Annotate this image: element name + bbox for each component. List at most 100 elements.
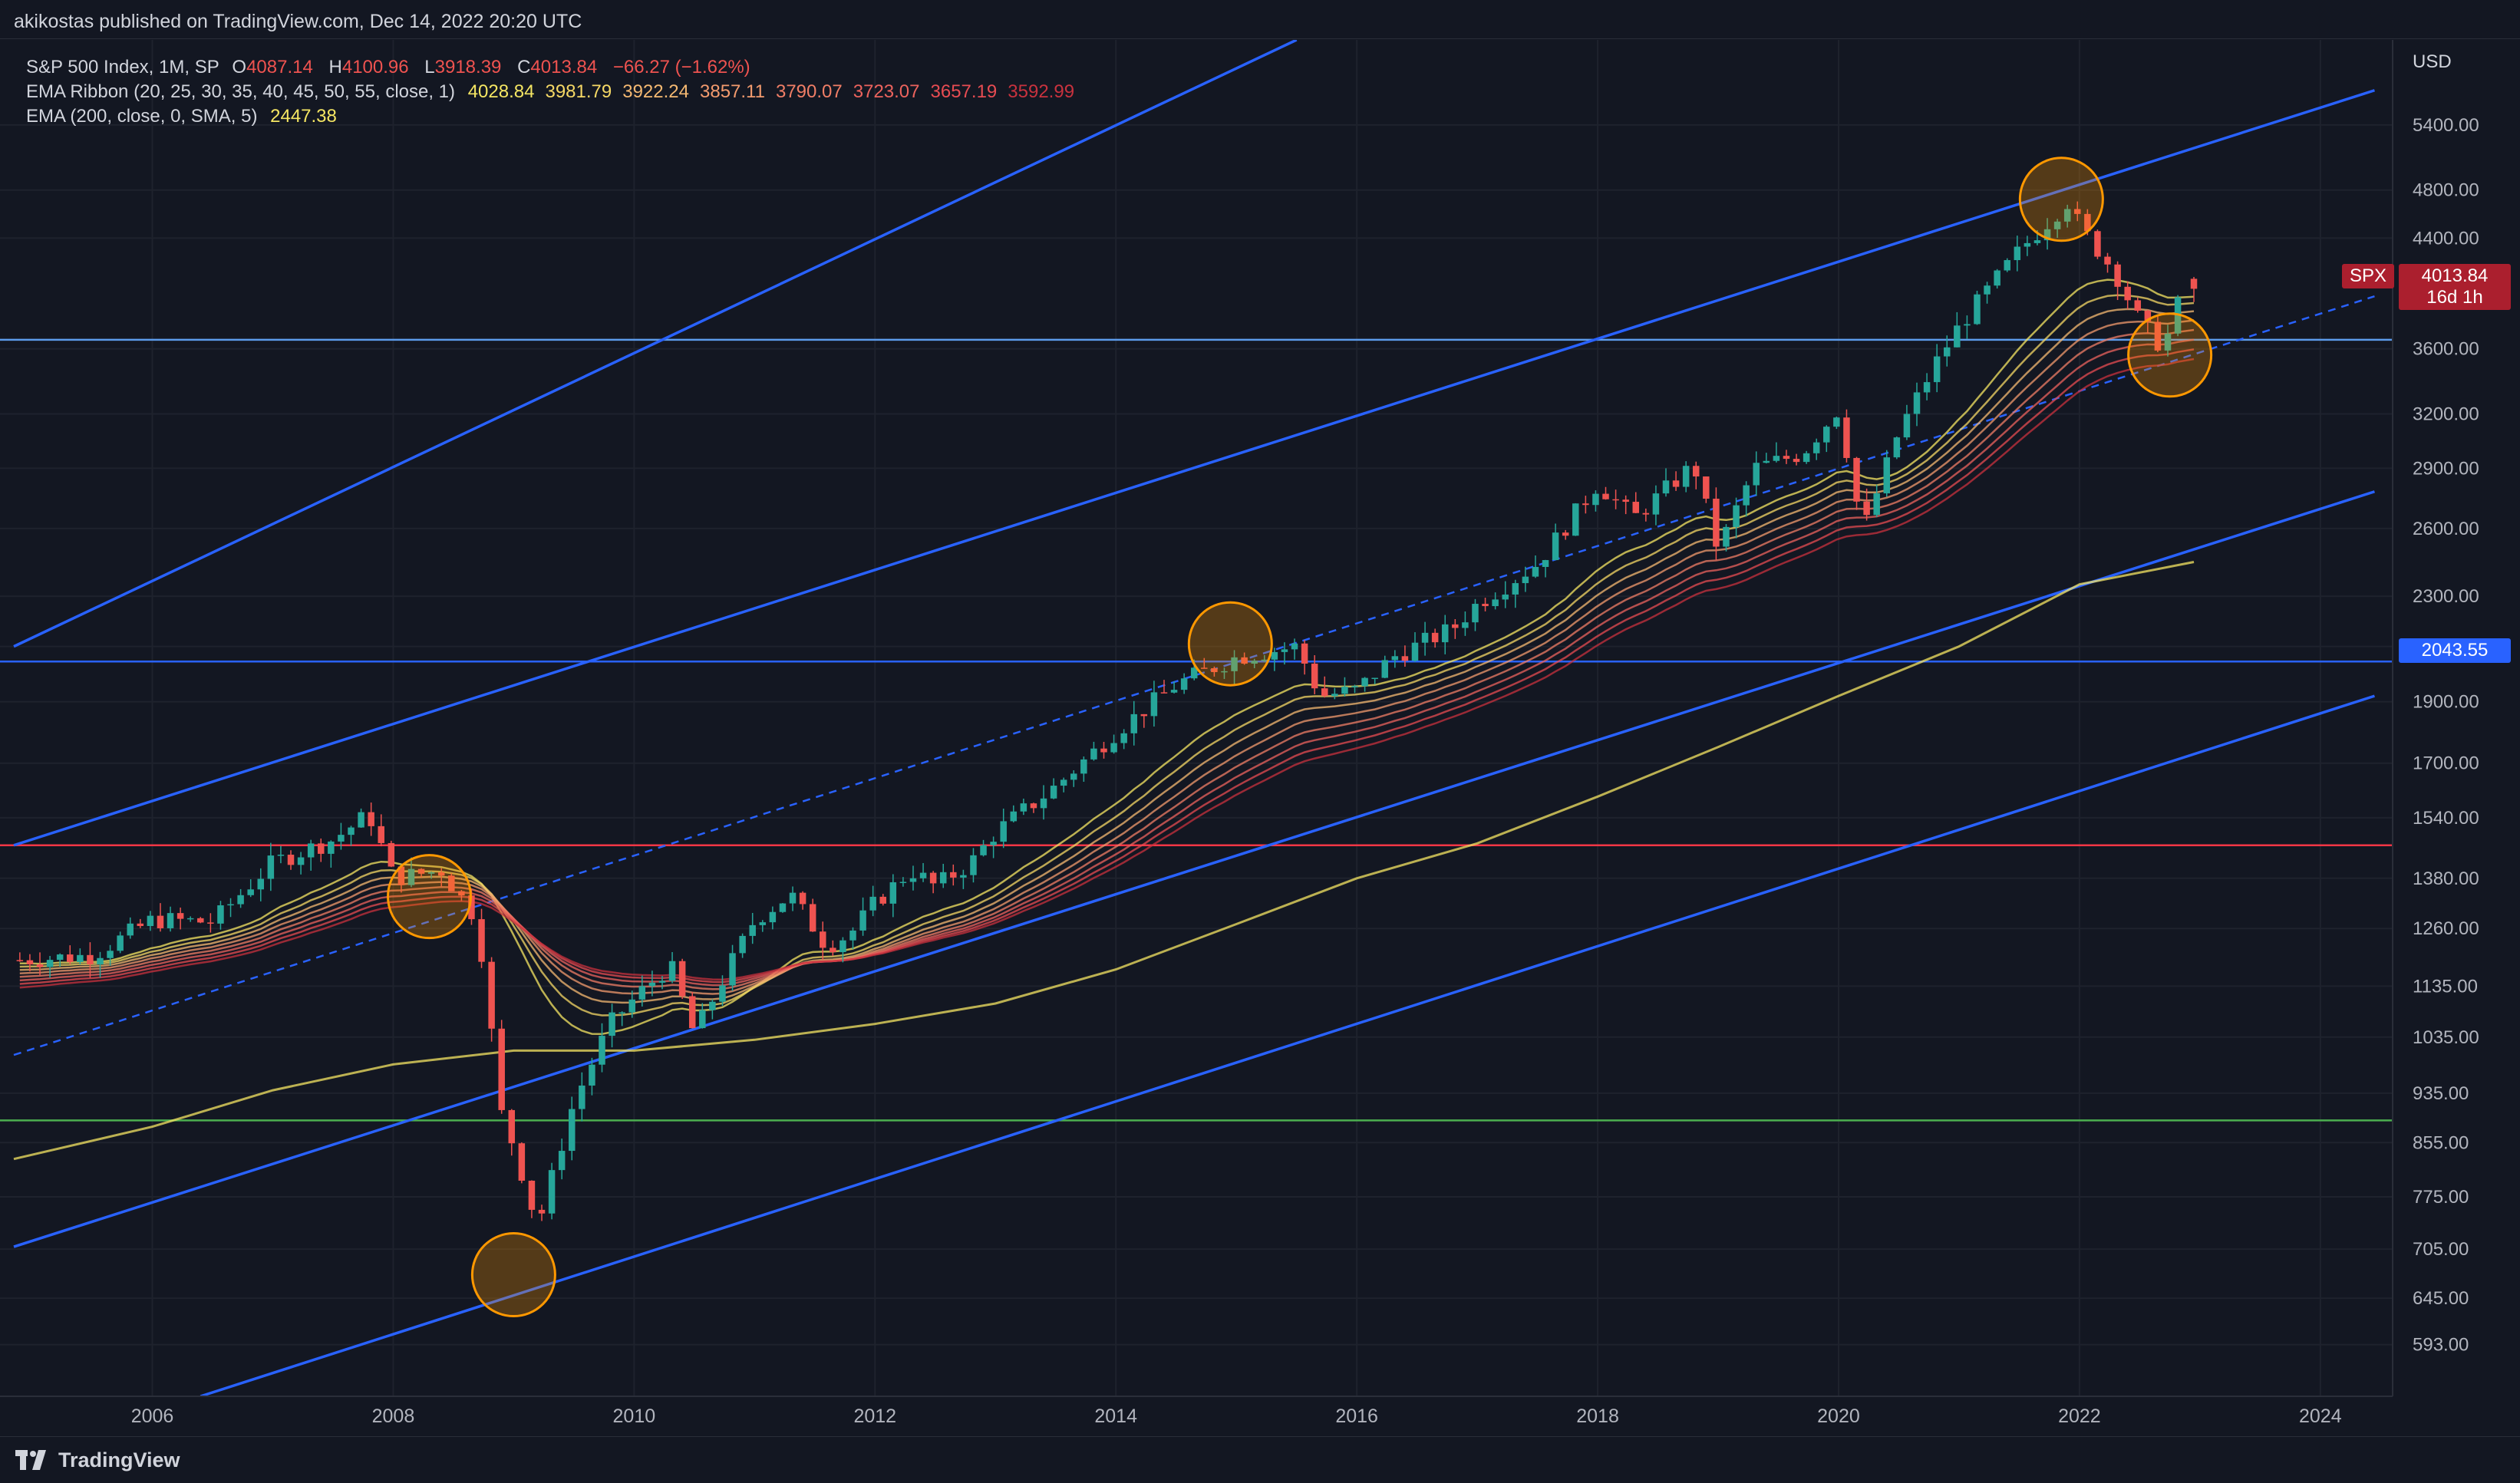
- candle-body: [1482, 604, 1489, 607]
- candle-body: [1793, 459, 1800, 463]
- y-tick-label: 3200.00: [2413, 404, 2479, 424]
- candle-body: [648, 982, 656, 987]
- change-value: −66.27 (−1.62%): [612, 57, 750, 77]
- candle-body: [1733, 505, 1740, 527]
- candle-body: [1381, 660, 1389, 678]
- candle-body: [237, 895, 244, 905]
- candle-body: [147, 915, 154, 927]
- tradingview-logo[interactable]: TradingView: [15, 1448, 180, 1472]
- candle-body: [719, 985, 726, 1002]
- candle-body: [1512, 583, 1519, 595]
- candle-body: [1311, 664, 1318, 689]
- high-value: 4100.96: [341, 57, 409, 77]
- candle-body: [368, 812, 374, 826]
- candle-body: [1080, 759, 1087, 774]
- candle-body: [1622, 499, 1629, 503]
- candle-body: [417, 868, 425, 874]
- last-price: 4013.84: [2421, 265, 2489, 286]
- candle-body: [658, 980, 666, 983]
- candle-body: [297, 857, 305, 865]
- candle-body: [1542, 560, 1549, 567]
- candle-body: [1873, 493, 1880, 516]
- open-label: O: [232, 57, 247, 77]
- y-tick-label: 593.00: [2413, 1335, 2469, 1356]
- candle-body: [889, 882, 897, 904]
- candle-body: [427, 872, 435, 874]
- x-tick-labels: 2006 2008 2010 2012 2014 2016 2018 2020 2022 2024: [131, 1406, 2342, 1427]
- last-price-badge: 4013.84 16d 1h: [2399, 264, 2511, 310]
- y-tick-label: 3600.00: [2413, 339, 2479, 360]
- candle-body: [769, 911, 777, 923]
- y-tick-label: 5400.00: [2413, 115, 2479, 136]
- candle-body: [277, 855, 285, 856]
- candle-body: [1562, 532, 1569, 536]
- candle-body: [1723, 526, 1730, 547]
- candle-body: [307, 843, 315, 858]
- candle-body: [589, 1064, 595, 1086]
- candle-body: [207, 922, 214, 924]
- candle-body: [1241, 657, 1248, 664]
- candle-body: [348, 827, 355, 835]
- candle-body: [458, 891, 465, 896]
- price-chart[interactable]: USD 5400.00 4800.00 4400.00 3600.00 3200.00 2…: [0, 40, 2520, 1436]
- candle-body: [1783, 456, 1790, 460]
- candle-body: [859, 910, 866, 931]
- candle-body: [1140, 713, 1148, 717]
- candle-body: [1863, 501, 1870, 516]
- ema-ribbon-line: [19, 328, 2195, 990]
- candle-body: [1833, 417, 1840, 427]
- candle-body: [1703, 476, 1710, 499]
- ema-ribbon-value: 3857.11: [700, 81, 765, 102]
- candle-body: [2063, 209, 2071, 222]
- candle-body: [579, 1085, 585, 1109]
- candle-body: [437, 872, 445, 876]
- y-tick-label: 775.00: [2413, 1187, 2469, 1208]
- candle-body: [919, 872, 927, 878]
- candle-body: [1642, 512, 1650, 515]
- publisher-text: akikostas published on TradingView.com, …: [14, 11, 582, 32]
- candle-body: [2144, 310, 2152, 322]
- candle-body: [1361, 677, 1368, 687]
- ema-ribbon-value: 3922.24: [622, 81, 689, 102]
- ema-ribbon-value: 3657.19: [930, 81, 998, 102]
- candle-body: [318, 843, 325, 854]
- candle-body: [1913, 392, 1921, 414]
- x-tick-label: 2012: [853, 1406, 896, 1427]
- candle-body: [1441, 624, 1449, 643]
- bar-countdown: 16d 1h: [2426, 287, 2483, 308]
- candle-body: [2084, 213, 2091, 232]
- candle-body: [538, 1209, 546, 1214]
- currency-label: USD: [2413, 51, 2452, 72]
- candle-body: [1201, 667, 1208, 669]
- candle-body: [1070, 773, 1077, 780]
- ema-ribbon: [19, 278, 2195, 1036]
- candle-body: [1572, 503, 1579, 536]
- y-tick-label: 1900.00: [2413, 692, 2479, 713]
- candle-body: [1552, 532, 1559, 561]
- ema-ribbon-line: [19, 319, 2195, 995]
- candle-body: [227, 904, 234, 906]
- candle-body: [2124, 286, 2131, 301]
- candle-body: [1030, 803, 1037, 809]
- close-label: C: [517, 57, 531, 77]
- candle-body: [167, 913, 174, 928]
- ema200-line: [13, 561, 2195, 1161]
- candle-body: [87, 954, 94, 964]
- legend-symbol-row: S&P 500 Index, 1M, SP O4087.14 H4100.96 …: [26, 55, 1085, 80]
- axes: USD: [0, 40, 2520, 1436]
- symbol-badge: SPX: [2342, 264, 2395, 288]
- candle-body: [2033, 240, 2041, 243]
- x-tick-label: 2010: [613, 1406, 656, 1427]
- candle-body: [1903, 414, 1911, 438]
- candle-body: [1301, 643, 1308, 664]
- candle-body: [1431, 632, 1439, 643]
- candle-body: [2043, 229, 2051, 241]
- candle-body: [388, 842, 395, 867]
- candle-body: [1251, 661, 1258, 664]
- candle-body: [36, 964, 44, 967]
- candle-body: [518, 1143, 526, 1181]
- candle-body: [899, 882, 907, 883]
- candle-body: [1020, 803, 1027, 812]
- horizontal-lines: [0, 338, 2393, 1122]
- low-label: L: [424, 57, 435, 77]
